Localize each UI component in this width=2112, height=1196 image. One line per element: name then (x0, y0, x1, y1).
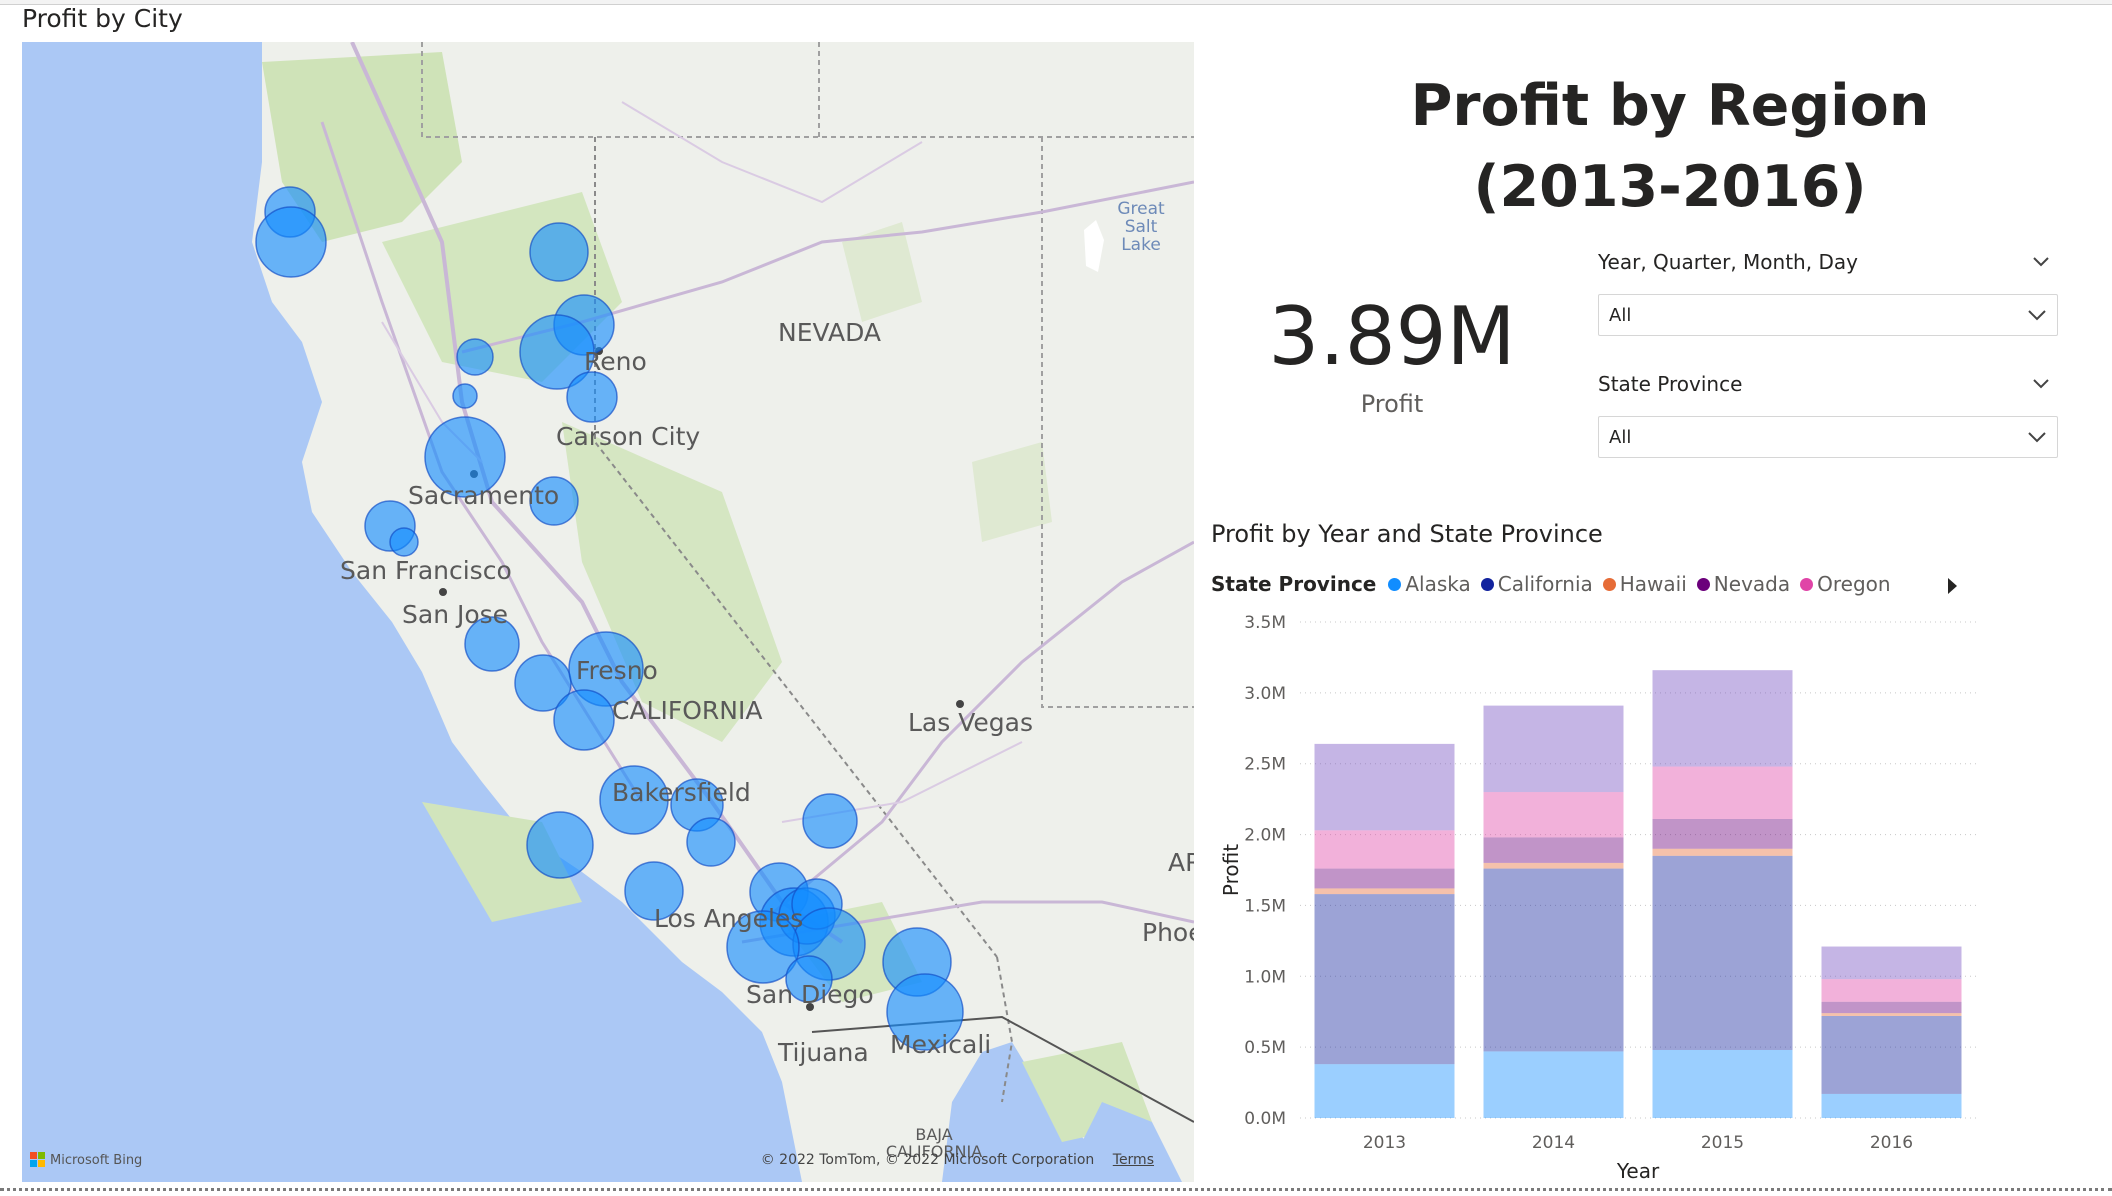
bottom-border (0, 1188, 2112, 1191)
kpi-value: 3.89M (1268, 290, 1516, 383)
legend-item-nevada[interactable]: Nevada (1696, 572, 1790, 596)
map-label-sacramento: Sacramento (408, 481, 560, 510)
x-tick-label: 2016 (1870, 1133, 1913, 1153)
bar-segment[interactable] (1821, 946, 1962, 980)
map-label-arizona: AR (1168, 848, 1194, 877)
date-slicer-header[interactable]: Year, Quarter, Month, Day (1598, 250, 2058, 284)
legend-dot-icon (1696, 577, 1710, 591)
state-slicer-dropdown[interactable]: All (1598, 416, 2058, 458)
profit-map[interactable]: NEVADA Reno Carson City Sacramento San F… (22, 42, 1194, 1182)
map-label-nevada: NEVADA (778, 318, 882, 347)
map-label-los-angeles: Los Angeles (654, 904, 804, 933)
bar-segment[interactable] (1314, 1064, 1455, 1118)
y-tick-label: 1.5M (1244, 896, 1286, 916)
legend-item-hawaii[interactable]: Hawaii (1602, 572, 1687, 596)
bar-segment[interactable] (1314, 894, 1455, 1065)
x-tick-label: 2015 (1701, 1133, 1744, 1153)
state-slicer[interactable]: State Province All (1598, 372, 2058, 458)
bar-segment[interactable] (1652, 766, 1793, 819)
x-axis-title: Year (1616, 1159, 1660, 1183)
chevron-down-icon[interactable] (2027, 431, 2047, 443)
bar-segment[interactable] (1483, 792, 1624, 838)
bar-segment[interactable] (1483, 837, 1624, 863)
y-tick-label: 1.0M (1244, 967, 1286, 987)
map-copyright: © 2022 TomTom, © 2022 Microsoft Corporat… (760, 1152, 1154, 1168)
bar-segment[interactable] (1821, 1015, 1962, 1094)
state-slicer-header[interactable]: State Province (1598, 372, 2058, 406)
date-slicer[interactable]: Year, Quarter, Month, Day All (1598, 250, 2058, 336)
legend-next-arrow-icon[interactable] (1948, 578, 1957, 594)
y-tick-label: 0.5M (1244, 1038, 1286, 1058)
legend-item-california[interactable]: California (1480, 572, 1593, 596)
map-label-san-jose: San Jose (402, 600, 509, 629)
stacked-column-chart: 0.0M 0.5M 1.0M 1.5M 2.0M 2.5M 3.0M 3.5M 2013 2014… (1219, 613, 1976, 1183)
map-title: Profit by City (22, 4, 183, 33)
report-title: Profit by Region (2013-2016) (1410, 73, 1930, 220)
bing-logo: Microsoft Bing (30, 1152, 142, 1168)
y-tick-label: 2.5M (1244, 755, 1286, 775)
map-background (252, 42, 1194, 1182)
map-label-tijuana: Tijuana (778, 1038, 869, 1067)
bar-segment[interactable] (1821, 1001, 1962, 1014)
bar-segment[interactable] (1314, 743, 1455, 831)
bar-segment[interactable] (1483, 705, 1624, 793)
chevron-down-icon[interactable] (2032, 378, 2050, 390)
legend-item-oregon[interactable]: Oregon (1800, 572, 1891, 596)
map-bubbles[interactable] (255, 186, 964, 1051)
legend-dot-icon (1480, 577, 1494, 591)
legend-dot-icon (1602, 577, 1616, 591)
chevron-down-icon[interactable] (2027, 309, 2047, 321)
chart-title: Profit by Year and State Province (1211, 520, 1603, 548)
bar-segment[interactable] (1821, 1013, 1962, 1016)
bar-segment[interactable] (1821, 1093, 1962, 1118)
map-label-carson-city: Carson City (556, 422, 701, 451)
map-label-bakersfield: Bakersfield (612, 778, 751, 807)
bar-segment[interactable] (1483, 868, 1624, 1052)
bar-segment[interactable] (1314, 830, 1455, 869)
legend-title: State Province (1211, 572, 1377, 596)
bar-segment[interactable] (1314, 888, 1455, 895)
legend-item-alaska[interactable]: Alaska (1388, 572, 1471, 596)
y-tick-label: 3.5M (1244, 613, 1286, 633)
terms-link[interactable]: Terms (1112, 1152, 1154, 1168)
bar-segment[interactable] (1652, 670, 1793, 767)
map-label-great-salt-lake: Great Salt Lake (1117, 199, 1165, 255)
chevron-down-icon[interactable] (2032, 256, 2050, 268)
y-tick-label: 3.0M (1244, 684, 1286, 704)
bar-segment[interactable] (1652, 848, 1793, 856)
map-label-phoenix: Phoe (1142, 918, 1194, 947)
bar-segment[interactable] (1652, 1049, 1793, 1118)
top-border (0, 0, 2112, 5)
map-label-san-diego: San Diego (746, 980, 874, 1009)
map-label-san-francisco: San Francisco (340, 556, 512, 585)
bar-segment[interactable] (1483, 862, 1624, 869)
chart-legend: State Province Alaska California Hawaii … (1211, 572, 1901, 596)
legend-dot-icon (1800, 577, 1814, 591)
bar-segment[interactable] (1652, 818, 1793, 849)
y-axis-title: Profit (1219, 844, 1243, 896)
legend-dot-icon (1388, 577, 1402, 591)
y-tick-label: 2.0M (1244, 826, 1286, 846)
bar-segment[interactable] (1483, 1051, 1624, 1118)
bar-segment[interactable] (1652, 855, 1793, 1050)
bar-segment[interactable] (1314, 868, 1455, 889)
x-tick-label: 2013 (1363, 1133, 1406, 1153)
kpi-label: Profit (1360, 390, 1424, 418)
x-tick-label: 2014 (1532, 1133, 1575, 1153)
microsoft-logo-icon (30, 1152, 46, 1168)
map-label-las-vegas: Las Vegas (908, 708, 1033, 737)
map-label-reno: Reno (584, 347, 647, 376)
map-label-mexicali: Mexicali (890, 1030, 992, 1059)
map-label-california: CALIFORNIA (612, 696, 763, 725)
date-slicer-dropdown[interactable]: All (1598, 294, 2058, 336)
map-label-fresno: Fresno (576, 656, 658, 685)
y-tick-label: 0.0M (1244, 1109, 1286, 1129)
bar-segment[interactable] (1821, 979, 1962, 1002)
map-label-baja-california: BAJA CALIFORNIA (885, 1125, 983, 1161)
